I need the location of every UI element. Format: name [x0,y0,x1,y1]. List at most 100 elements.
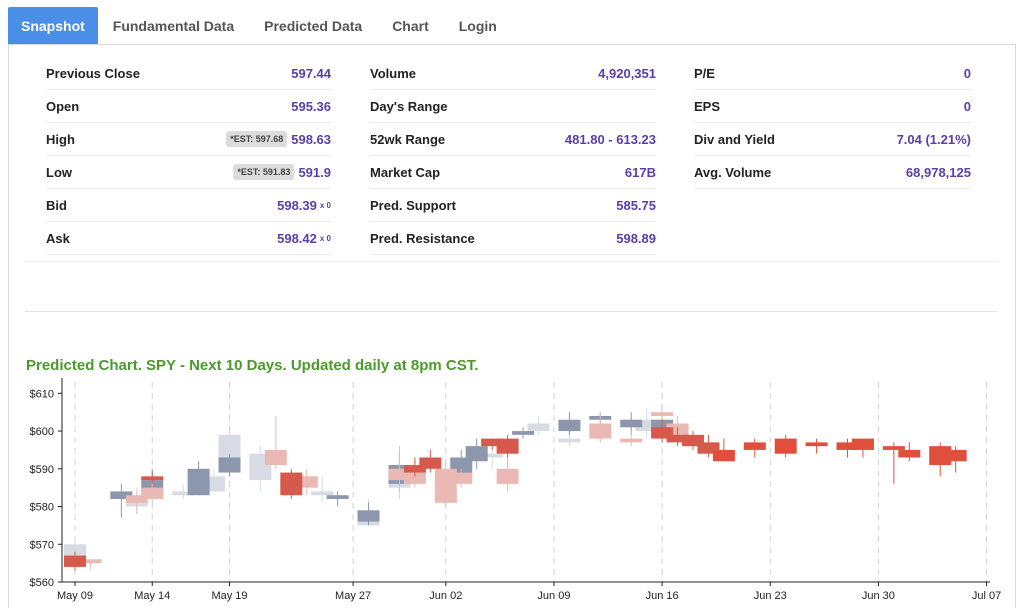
candle-body [620,419,643,428]
stat-size: x 0 [319,233,331,243]
candle-body [527,423,550,432]
candle-body [944,449,967,462]
y-tick-label: $600 [30,426,54,438]
tab-fundamental-data[interactable]: Fundamental Data [112,17,235,34]
candle-body [388,468,411,481]
stat-row-days-range: Day's Range [370,90,656,123]
candle [326,491,349,507]
tab-chart[interactable]: Chart [392,17,429,34]
candle-body [141,476,164,481]
candle-body [403,472,426,484]
x-tick-label: May 14 [134,590,170,602]
stat-row-avg-volume: Avg. Volume 68,978,125 [694,156,971,189]
candle [450,468,473,488]
candle-body [172,491,195,496]
x-tick-label: Jun 30 [862,590,895,602]
stat-label: High [46,131,75,147]
candle [141,480,164,503]
stat-label: Open [46,98,80,114]
chart-axes: $560 $570 $580 $590 $600 $610 May 09 May 14 May … [30,378,1001,602]
candle [64,551,86,571]
candle [465,438,488,469]
estimate-badge: *EST: 597.68 [226,131,288,147]
candle [280,468,303,499]
candle-body [450,472,473,484]
y-tick-label: $560 [30,577,54,589]
candle-body [326,495,349,499]
divider [25,261,997,262]
tab-bar: Snapshot Fundamental Data Predicted Data… [8,7,512,44]
candle [558,412,581,435]
candle [805,438,828,454]
candle [882,442,905,484]
stat-label: 52wk Range [370,131,446,147]
candle [218,453,241,477]
stat-label: Div and Yield [694,131,775,147]
candle [651,419,674,443]
stat-label: Previous Close [46,65,140,81]
candle-body [311,491,334,496]
candle [712,438,735,462]
stat-label: Pred. Support [370,197,456,213]
candle-body [419,457,442,469]
candle-body [712,449,735,462]
stat-value-group: *EST: 591.83 591.9 [233,164,331,180]
x-tick-label: May 27 [335,590,371,602]
stat-row-pred-support: Pred. Support 585.75 [370,189,656,222]
chart-candles [64,404,967,571]
stat-label: Day's Range [370,98,448,114]
candle-body [635,419,658,432]
candle-body [496,468,519,484]
candle-body [651,412,674,416]
stat-row-ask: Ask 598.42 x 0 [46,222,331,255]
candle [774,434,797,458]
x-tick-label: Jun 23 [754,590,787,602]
candle [898,442,921,462]
candle [125,491,148,515]
candle-body [64,555,86,567]
x-tick-label: May 19 [211,590,247,602]
stat-label: Ask [46,230,70,246]
candle-body [743,442,766,450]
candle-body [295,476,318,488]
estimate-badge: *EST: 591.83 [233,164,295,180]
y-tick-label: $590 [30,464,54,476]
x-tick-label: May 09 [57,590,93,602]
stat-value: 0 [963,65,971,81]
candle-body [682,434,704,447]
x-tick-label: Jun 16 [646,590,679,602]
candle [620,431,643,447]
tab-login[interactable]: Login [458,17,497,34]
tab-snapshot[interactable]: Snapshot [8,7,98,44]
stats-column-1: Previous Close 597.44 Open 595.36 High *… [46,57,331,255]
stat-value: 598.42 [277,230,317,246]
candle-body [558,419,581,432]
candle [295,468,318,496]
stat-value: 591.9 [298,164,331,180]
stat-value: 598.89 [616,230,656,246]
y-tick-label: $570 [30,539,54,551]
stat-value: 617B [624,164,656,180]
stat-row-div-yield: Div and Yield 7.04 (1.21%) [694,123,971,156]
stat-value: 0 [963,98,971,114]
candle [836,438,859,458]
stat-row-pred-resistance: Pred. Resistance 598.89 [370,222,656,255]
stat-label: EPS [694,98,721,114]
candle-body [465,446,488,462]
stat-value: 598.63 [291,131,331,147]
stats-column-3: P/E 0 EPS 0 Div and Yield 7.04 (1.21%) A… [694,57,971,189]
candle [311,476,334,503]
candle [79,559,102,567]
candle [187,461,210,496]
candle-body [774,438,797,454]
stat-label: Market Cap [370,164,441,180]
stat-row-52wk-range: 52wk Range 481.80 - 613.23 [370,123,656,156]
candle [944,446,967,473]
candle [419,449,442,473]
candle [743,438,766,458]
stat-value: 7.04 (1.21%) [896,131,971,147]
candle [388,446,411,492]
tab-predicted-data[interactable]: Predicted Data [264,17,363,34]
stat-value: 598.39 [277,197,317,213]
